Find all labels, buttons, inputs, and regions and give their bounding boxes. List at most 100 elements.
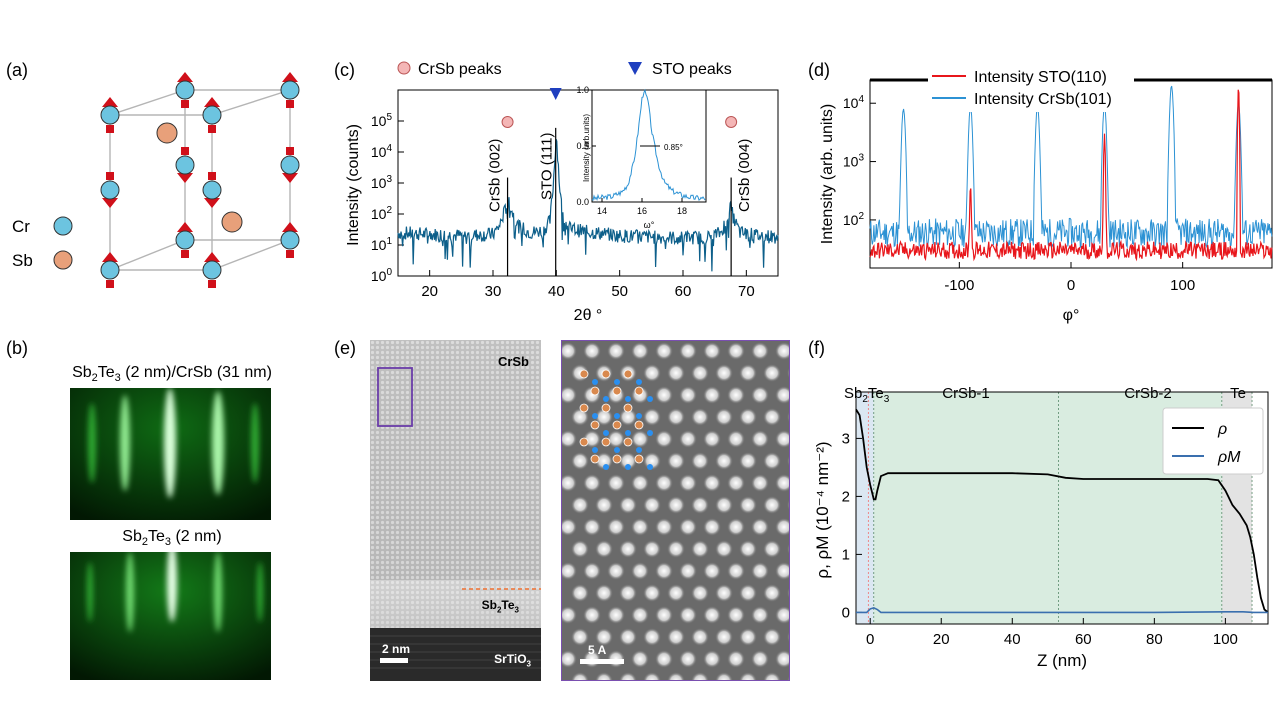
phi-xtick-label: 100 bbox=[1170, 277, 1195, 294]
lattice-spot bbox=[691, 496, 709, 514]
lattice-spot bbox=[679, 342, 697, 360]
phi-ytick-label: 103 bbox=[843, 153, 865, 170]
sb-atom-overlay bbox=[623, 437, 633, 447]
pnr-xtick-label: 20 bbox=[933, 631, 950, 648]
lattice-spot bbox=[727, 650, 745, 668]
lattice-spot bbox=[775, 474, 789, 492]
lattice-spot bbox=[715, 452, 733, 470]
inset-xtick-label: 18 bbox=[677, 206, 687, 216]
sb-atom-overlay bbox=[590, 386, 600, 396]
lattice-spot bbox=[739, 364, 757, 382]
lattice-spot bbox=[715, 628, 733, 646]
tem-image-zoom: 5 A bbox=[561, 340, 790, 681]
spin-arrow-tail bbox=[208, 172, 216, 180]
lattice-spot bbox=[607, 342, 625, 360]
inset-xtick-label: 16 bbox=[637, 206, 647, 216]
cr-atom-overlay bbox=[614, 413, 620, 419]
lattice-spot bbox=[571, 628, 589, 646]
inset-ytick-label: 0.0 bbox=[576, 197, 589, 207]
lattice-spot bbox=[643, 672, 661, 680]
lattice-spot bbox=[739, 628, 757, 646]
lattice-spot bbox=[739, 540, 757, 558]
sto-peak-marker bbox=[549, 88, 562, 100]
inset-xtick-label: 14 bbox=[597, 206, 607, 216]
sb-atom-overlay bbox=[579, 369, 589, 379]
pnr-ytick-label: 0 bbox=[842, 604, 850, 621]
panel-label-b: (b) bbox=[6, 338, 28, 358]
lattice-spot bbox=[775, 518, 789, 536]
cr-atom bbox=[202, 105, 222, 125]
lattice-spot bbox=[571, 584, 589, 602]
panel-label-c: (c) bbox=[334, 60, 355, 80]
cr-atom-overlay bbox=[592, 379, 598, 385]
pnr-ylabel: ρ, ρM (10⁻⁴ nm⁻²) bbox=[813, 441, 832, 578]
lattice-spot bbox=[691, 628, 709, 646]
lattice-spot bbox=[607, 474, 625, 492]
xrd-inset: 14 16 18 0.0 0.5 1.0 0.85° ω° Intensity (arb.… bbox=[576, 85, 707, 230]
cr-atom-overlay bbox=[647, 396, 653, 402]
lattice-spot bbox=[775, 606, 789, 624]
lattice-spot bbox=[787, 499, 789, 511]
lattice-spot bbox=[763, 672, 781, 680]
crsb-peak-marker bbox=[725, 116, 738, 128]
lattice-spot bbox=[715, 496, 733, 514]
cr-atom-overlay bbox=[592, 447, 598, 453]
spin-arrow-tail bbox=[181, 147, 189, 155]
lattice-spot bbox=[727, 474, 745, 492]
lattice-spot bbox=[751, 474, 769, 492]
lattice-spot bbox=[655, 518, 673, 536]
lattice-spot bbox=[562, 342, 577, 360]
lattice-spot bbox=[751, 518, 769, 536]
lattice-spot bbox=[691, 672, 709, 680]
lattice-spot bbox=[667, 452, 685, 470]
sb-atom-overlay bbox=[634, 454, 644, 464]
crystal-structure-diagram: Cr Sb bbox=[12, 72, 300, 288]
lattice-spot bbox=[787, 587, 789, 599]
cr-atom-overlay bbox=[625, 430, 631, 436]
pnr-ytick-label: 1 bbox=[842, 546, 850, 563]
lattice-spot bbox=[703, 562, 721, 580]
sb-atom-overlay bbox=[612, 420, 622, 430]
lattice-spot bbox=[595, 496, 613, 514]
xrd-ytick-label: 100 bbox=[371, 267, 393, 284]
lattice-spot bbox=[583, 562, 601, 580]
cr-atom bbox=[280, 230, 300, 250]
cr-atom bbox=[202, 180, 222, 200]
xrd-xtick-label: 40 bbox=[548, 283, 565, 300]
lattice-spot bbox=[763, 540, 781, 558]
xrd-xtick-label: 50 bbox=[611, 283, 628, 300]
cr-atom-overlay bbox=[625, 464, 631, 470]
cr-atom bbox=[175, 230, 195, 250]
lattice-spot bbox=[703, 474, 721, 492]
lattice-spot bbox=[679, 386, 697, 404]
lattice-spot bbox=[562, 474, 577, 492]
region-band bbox=[873, 392, 1059, 624]
sb-atom-overlay bbox=[612, 386, 622, 396]
xrd-xlabel: 2θ ° bbox=[574, 307, 603, 324]
pnr-xtick-label: 60 bbox=[1075, 631, 1092, 648]
sbte-layer-label: Sb2Te3 bbox=[481, 598, 519, 615]
lattice-spot bbox=[607, 518, 625, 536]
phi-legend-box bbox=[928, 66, 1134, 112]
rhom-curve bbox=[856, 606, 1268, 614]
cr-atom bbox=[280, 155, 300, 175]
cr-atom-overlay bbox=[603, 430, 609, 436]
lattice-spot bbox=[739, 584, 757, 602]
lattice-spot bbox=[691, 540, 709, 558]
lattice-spot bbox=[763, 628, 781, 646]
lattice-spot bbox=[727, 606, 745, 624]
sto-legend-label: STO peaks bbox=[652, 61, 732, 78]
lattice-spot bbox=[763, 496, 781, 514]
rhom-legend-label: ρM bbox=[1217, 449, 1241, 466]
lattice-spot bbox=[715, 364, 733, 382]
lattice-spot bbox=[595, 628, 613, 646]
sb-atom bbox=[221, 211, 243, 233]
lattice-spot bbox=[595, 540, 613, 558]
sto-layer-label: SrTiO3 bbox=[494, 652, 531, 669]
lattice-spot bbox=[775, 430, 789, 448]
cr-atom-overlay bbox=[647, 464, 653, 470]
cr-atom-overlay bbox=[636, 447, 642, 453]
sb-atom-overlay bbox=[612, 454, 622, 464]
xrd-ylabel: Intensity (counts) bbox=[345, 124, 362, 246]
xrd-xtick-label: 30 bbox=[485, 283, 502, 300]
